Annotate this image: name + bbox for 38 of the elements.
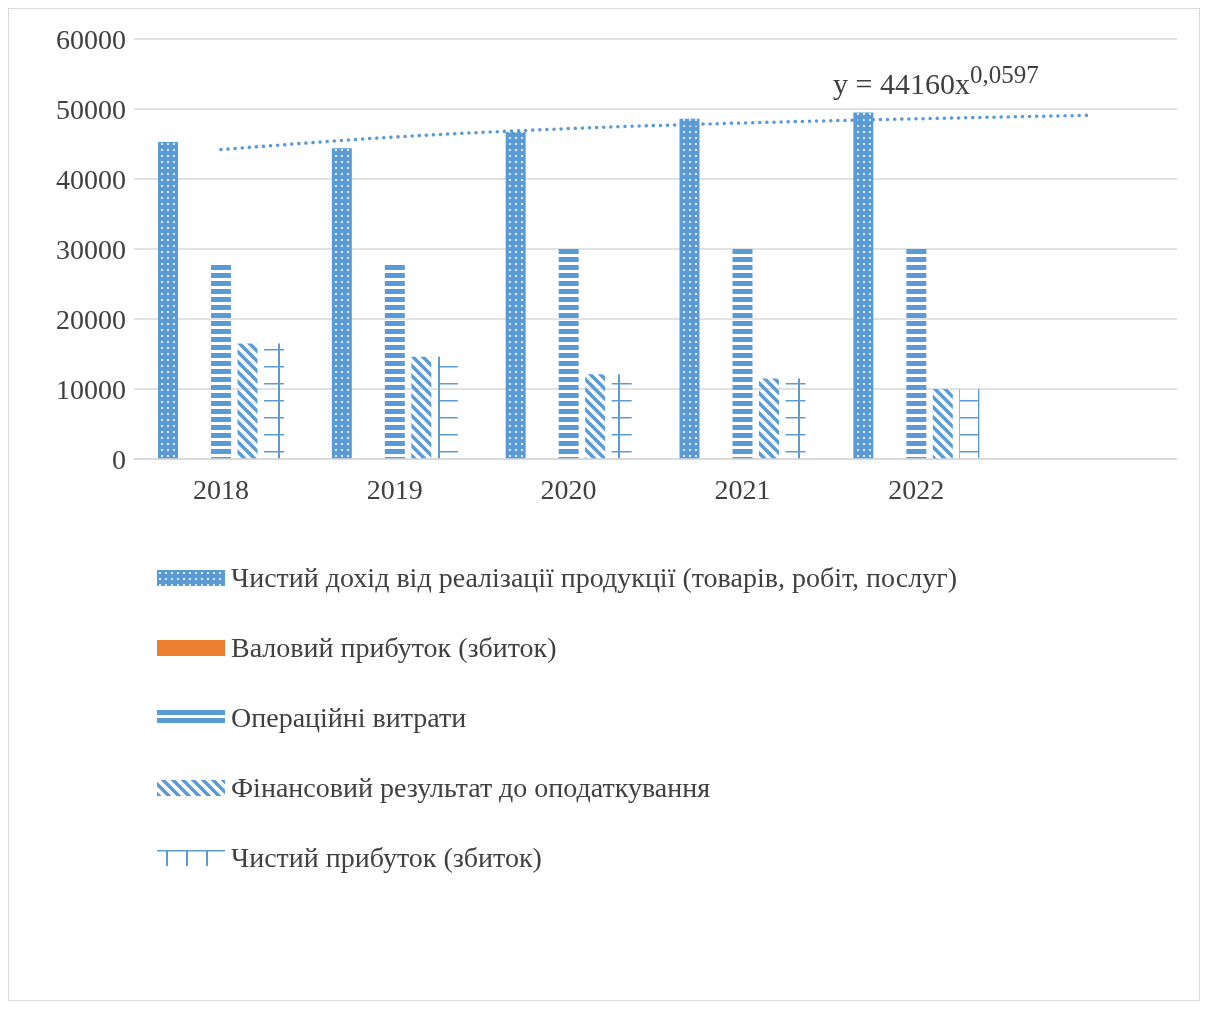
y-tick-label: 20000 [56,303,126,335]
x-tick-label: 2021 [714,473,771,505]
legend-label: Чистий дохід від реалізації продукції (товарів, робіт, послуг) [231,562,957,594]
legend-label: Чистий прибуток (збиток) [231,842,542,874]
x-tick-label: 2020 [540,473,597,505]
legend-label: Операційні витрати [231,702,467,734]
bar [505,132,526,459]
bar [237,343,258,459]
bar [959,389,980,459]
x-tick-label: 2018 [192,473,249,505]
y-tick-label: 10000 [56,373,126,405]
bar [331,148,352,459]
bar [906,249,927,459]
bar [384,263,405,459]
bar [679,118,700,459]
bar [585,374,606,459]
bar [437,356,458,459]
bar [732,249,753,459]
y-tick-label: 50000 [56,93,126,125]
annotation: y = 44160x$^{0,0597}$ [833,61,1039,101]
legend-label: Валовий прибуток (збиток) [231,632,557,664]
bar [264,343,284,459]
bar [558,246,579,459]
bar [411,356,432,459]
x-tick-label: 2022 [888,473,945,505]
bar [932,389,953,459]
y-tick-label: 0 [112,443,126,475]
y-tick-label: 30000 [56,233,126,265]
bar [211,265,231,459]
bar [759,378,779,459]
legend-label: Фінансовий результат до оподаткування [231,772,711,804]
bar [611,374,632,459]
bar [853,112,874,459]
bar [785,378,806,459]
y-tick-label: 60000 [56,23,126,55]
bar [158,141,178,459]
y-tick-label: 40000 [56,163,126,195]
x-tick-label: 2019 [366,473,423,505]
